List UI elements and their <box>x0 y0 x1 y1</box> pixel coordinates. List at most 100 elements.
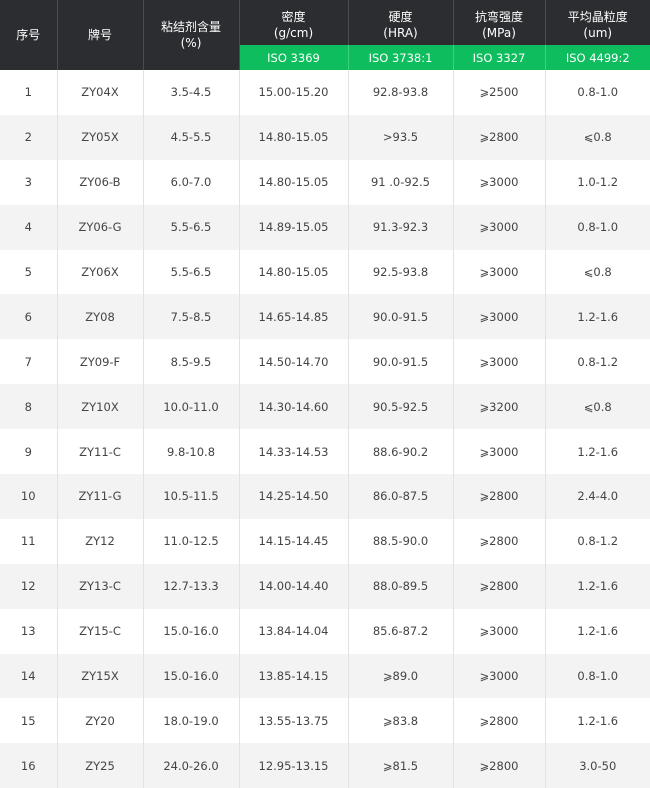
table-row: 10 ZY11-G 10.5-11.5 14.25-14.50 86.0-87.5 ⩾28… <box>0 474 650 519</box>
cell-grain: ⩽0.8 <box>545 114 650 160</box>
cell-index: 14 <box>0 653 58 699</box>
cell-binder: 10.5-11.5 <box>143 474 240 519</box>
table-row: 16 ZY25 24.0-26.0 12.95-13.15 ⩾81.5 ⩾2800 3.0-… <box>0 743 650 788</box>
iso-standard: ISO 4499:2 <box>545 45 650 70</box>
header-binder: 粘结剂含量 (%) <box>143 0 240 70</box>
iso-standard: ISO 3369 <box>239 45 349 70</box>
table-row: 11 ZY12 11.0-12.5 14.15-14.45 88.5-90.0 ⩾2800… <box>0 518 650 564</box>
cell-hardness: 90.0-91.5 <box>348 294 454 340</box>
cell-strength: ⩾3000 <box>453 339 546 385</box>
cell-hardness: 92.8-93.8 <box>348 70 454 115</box>
cell-hardness: >93.5 <box>348 114 454 160</box>
table-row: 7 ZY09-F 8.5-9.5 14.50-14.70 90.0-91.5 ⩾3000 0… <box>0 339 650 385</box>
cell-grain: 0.8-1.0 <box>577 85 619 100</box>
cell-grade: ZY06-B <box>57 159 144 205</box>
cell-hardness: 91 .0-92.5 <box>348 159 454 205</box>
cell-index: 8 <box>0 384 58 430</box>
cell-hardness: 90.0-91.5 <box>348 339 454 385</box>
header-unit: (%) <box>180 36 202 50</box>
cell-grade: ZY25 <box>57 743 144 788</box>
cell-binder: 12.7-13.3 <box>143 563 240 609</box>
cell-grain: ⩽0.8 <box>545 384 650 430</box>
cell-hardness: 91.3-92.3 <box>348 204 454 250</box>
cell-index: 10 <box>0 474 58 519</box>
cell-index: 1 <box>0 70 58 115</box>
cell-binder: 6.0-7.0 <box>143 159 240 205</box>
cell-grade: ZY04X <box>57 70 144 115</box>
header-grain: 平均晶粒度 (um) <box>545 0 650 45</box>
cell-binder: 5.5-6.5 <box>143 249 240 295</box>
cell-density: 15.00-15.20 <box>239 70 349 115</box>
cell-hardness: 88.5-90.0 <box>348 518 454 564</box>
cell-hardness: ⩾81.5 <box>348 743 454 788</box>
table-row: 13 ZY15-C 15.0-16.0 13.84-14.04 85.6-87.2 ⩾30… <box>0 608 650 654</box>
table-row: 6 ZY08 7.5-8.5 14.65-14.85 90.0-91.5 ⩾3000 1.2… <box>0 294 650 340</box>
cell-binder: 3.5-4.5 <box>143 70 240 115</box>
header-title: 粘结剂含量 <box>160 20 221 34</box>
header-title: 密度 <box>281 9 306 24</box>
cell-density: 14.25-14.50 <box>239 474 349 519</box>
cell-density: 14.89-15.05 <box>239 204 349 250</box>
cell-strength: ⩾3000 <box>453 653 546 699</box>
cell-grade: ZY10X <box>57 384 144 430</box>
cell-strength: ⩾2800 <box>453 114 546 160</box>
cell-strength: ⩾3000 <box>453 294 546 340</box>
table-row: 14 ZY15X 15.0-16.0 13.85-14.15 ⩾89.0 ⩾3000 0.8… <box>0 653 650 699</box>
header-title: 序号 <box>16 28 41 42</box>
cell-binder: 5.5-6.5 <box>143 204 240 250</box>
cell-density: 14.65-14.85 <box>239 294 349 340</box>
cell-grain: 1.2-1.6 <box>577 713 619 728</box>
cell-strength: ⩾2500 <box>453 70 546 115</box>
cell-index: 3 <box>0 159 58 205</box>
cell-hardness: 88.0-89.5 <box>348 563 454 609</box>
cell-grain: 0.8-1.0 <box>545 204 650 250</box>
cell-density: 14.30-14.60 <box>239 384 349 430</box>
cell-index: 9 <box>0 429 58 475</box>
cell-index: 15 <box>0 698 58 744</box>
cell-index: 13 <box>0 608 58 654</box>
cell-grain: 1.2-1.6 <box>577 444 619 459</box>
cell-hardness: 86.0-87.5 <box>348 474 454 519</box>
cell-index: 12 <box>0 563 58 609</box>
table-row: 8 ZY10X 10.0-11.0 14.30-14.60 90.5-92.5 ⩾3200… <box>0 384 650 430</box>
cell-grain: 0.8-1.0 <box>545 653 650 699</box>
cell-grain: 1.0-1.2 <box>577 175 619 190</box>
cell-strength: ⩾3000 <box>453 204 546 250</box>
cell-binder: 11.0-12.5 <box>143 518 240 564</box>
table-row: 3 ZY06-B 6.0-7.0 14.80-15.05 91 .0-92.5 ⩾3000… <box>0 159 650 205</box>
cell-density: 13.85-14.15 <box>239 653 349 699</box>
table-row: 15 ZY20 18.0-19.0 13.55-13.75 ⩾83.8 ⩾2800 1.2-… <box>0 698 650 744</box>
cell-hardness: 90.5-92.5 <box>348 384 454 430</box>
cell-density: 12.95-13.15 <box>239 743 349 788</box>
cell-grain: ⩽0.8 <box>583 265 612 279</box>
cell-binder: 15.0-16.0 <box>143 608 240 654</box>
table-row: 9 ZY11-C 9.8-10.8 14.33-14.53 88.6-90.2 ⩾3000… <box>0 429 650 475</box>
cell-binder: 15.0-16.0 <box>143 653 240 699</box>
header-title: 硬度 <box>388 9 413 24</box>
cell-grain: 1.2-1.6 <box>545 563 650 609</box>
cell-index: 11 <box>0 518 58 564</box>
cell-grain: 1.2-1.6 <box>577 624 619 639</box>
header-grade: 牌号 <box>57 0 144 70</box>
cell-index: 6 <box>0 294 58 340</box>
cell-grade: ZY13-C <box>57 563 144 609</box>
cell-strength: ⩾3200 <box>453 384 546 430</box>
cell-hardness: 88.6-90.2 <box>348 429 454 475</box>
header-unit: (um) <box>583 25 613 40</box>
cell-density: 14.15-14.45 <box>239 518 349 564</box>
cell-grade: ZY15-C <box>57 608 144 654</box>
cell-density: 13.84-14.04 <box>239 608 349 654</box>
cell-density: 13.55-13.75 <box>239 698 349 744</box>
header-unit: (HRA) <box>383 25 418 40</box>
cell-hardness: 85.6-87.2 <box>348 608 454 654</box>
cell-binder: 24.0-26.0 <box>143 743 240 788</box>
cell-density: 14.00-14.40 <box>239 563 349 609</box>
cell-grade: ZY08 <box>57 294 144 340</box>
cell-binder: 4.5-5.5 <box>143 114 240 160</box>
cell-grain: 0.8-1.2 <box>577 534 619 549</box>
cell-strength: ⩾2800 <box>453 518 546 564</box>
cell-binder: 8.5-9.5 <box>143 339 240 385</box>
table-row: 2 ZY05X 4.5-5.5 14.80-15.05 >93.5 ⩾2800 ⩽0.8 <box>0 114 650 160</box>
cell-grade: ZY09-F <box>57 339 144 385</box>
cell-grade: ZY15X <box>57 653 144 699</box>
